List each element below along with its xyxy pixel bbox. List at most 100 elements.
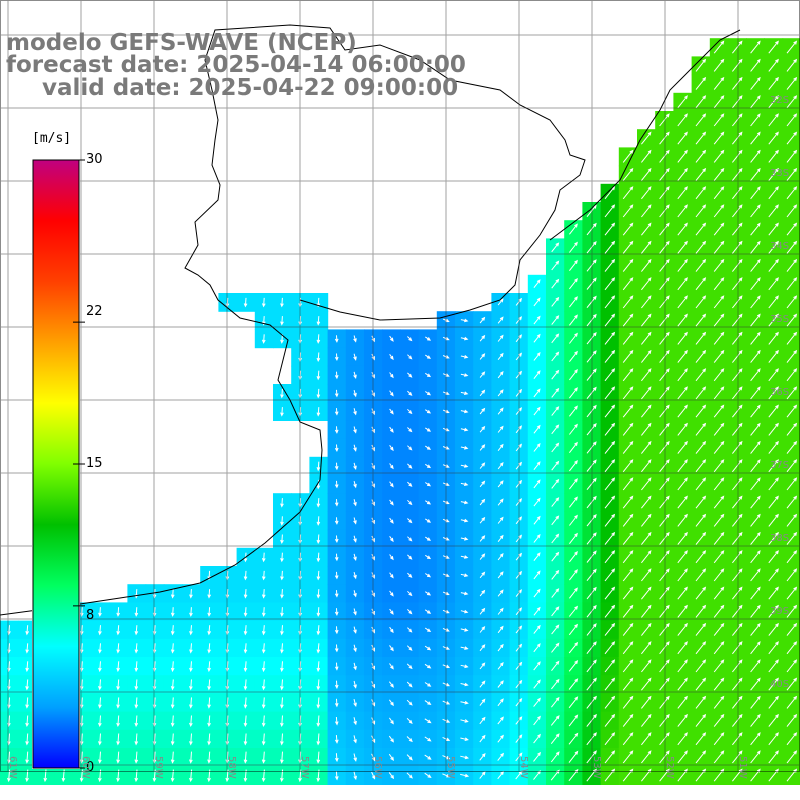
wind-arrow: [732, 604, 743, 618]
wind-arrow: [732, 586, 743, 600]
wind-arrow: [713, 349, 725, 363]
wind-arrow: [497, 425, 504, 433]
wind-arrow: [677, 186, 688, 200]
wind-arrow: [750, 641, 761, 655]
wind-arrow: [479, 753, 486, 761]
wind-arrow: [170, 607, 175, 617]
wind-arrow: [750, 131, 761, 145]
wind-arrow: [388, 772, 395, 780]
wind-arrow: [334, 590, 339, 598]
wind-arrow: [515, 697, 523, 707]
colorbar: [32, 159, 85, 769]
wind-arrow: [280, 552, 284, 563]
wind-arrow: [497, 661, 504, 670]
wind-arrow: [604, 459, 616, 473]
wind-arrow: [569, 550, 578, 563]
wind-arrow: [316, 370, 321, 381]
wind-arrow: [551, 387, 560, 398]
wind-arrow: [786, 240, 798, 254]
wind-arrow: [586, 623, 597, 636]
wind-arrow: [497, 752, 505, 761]
wind-arrow: [750, 586, 761, 600]
wind-arrow: [460, 555, 469, 559]
wind-arrow: [750, 386, 761, 400]
wind-arrow: [298, 589, 303, 599]
wind-arrow: [424, 718, 432, 724]
wind-arrow: [406, 699, 413, 706]
wind-arrow: [442, 373, 450, 377]
wind-arrow: [568, 678, 579, 690]
wind-arrow: [460, 355, 469, 359]
wind-arrow: [622, 277, 634, 291]
wind-arrow: [677, 513, 688, 527]
wind-arrow: [316, 733, 321, 746]
wind-arrow: [407, 390, 413, 396]
wind-arrow: [677, 368, 688, 382]
wind-arrow: [25, 697, 29, 709]
wind-arrow: [641, 604, 652, 618]
wind-arrow: [604, 277, 616, 291]
wind-arrow: [750, 732, 761, 746]
wind-arrow: [677, 531, 688, 545]
wind-arrow: [460, 773, 470, 778]
wind-arrow: [371, 462, 375, 470]
wind-arrow: [786, 495, 798, 509]
lon-label: 53W: [591, 756, 602, 779]
wind-arrow: [25, 679, 29, 691]
wind-arrow: [298, 370, 303, 381]
wind-arrow: [316, 461, 321, 472]
wind-arrow: [353, 371, 357, 380]
wind-arrow: [170, 679, 175, 691]
wind-arrow: [641, 768, 652, 782]
wind-arrow: [371, 699, 376, 707]
wind-arrow: [497, 334, 504, 342]
wind-arrow: [407, 445, 413, 451]
wind-arrow: [641, 331, 652, 345]
wind-arrow: [389, 663, 394, 670]
wind-arrow: [425, 591, 432, 596]
wind-arrow: [389, 426, 394, 433]
wind-arrow: [786, 40, 798, 54]
wind-arrow: [425, 336, 432, 341]
wind-arrow: [460, 609, 469, 614]
wind-arrow: [460, 537, 469, 541]
wind-arrow: [207, 643, 211, 654]
wind-arrow: [298, 715, 302, 728]
wind-arrow: [316, 625, 321, 636]
wind-arrow: [659, 531, 670, 545]
wind-arrow: [786, 58, 798, 72]
wind-arrow: [316, 643, 321, 654]
wind-arrow: [316, 570, 321, 581]
wind-arrow: [551, 442, 560, 453]
wind-arrow: [407, 554, 413, 560]
wind-arrow: [207, 625, 212, 636]
wind-arrow: [334, 517, 339, 525]
wind-arrow: [586, 586, 597, 600]
wind-arrow: [371, 771, 376, 780]
wind-arrow: [280, 769, 284, 783]
wind-arrow: [207, 607, 212, 617]
wind-arrow: [533, 570, 541, 580]
wind-arrow: [695, 459, 707, 473]
wind-arrow: [622, 459, 634, 473]
wind-arrow: [425, 536, 432, 541]
wind-arrow: [280, 316, 284, 326]
wind-arrow: [7, 715, 11, 728]
wind-arrow: [515, 370, 523, 379]
wind-arrow: [425, 463, 432, 469]
wind-arrow: [442, 646, 450, 650]
wind-arrow: [551, 696, 560, 708]
wind-arrow: [713, 568, 725, 582]
wind-arrow: [551, 260, 560, 271]
wind-arrow: [622, 240, 634, 254]
wind-arrow: [641, 368, 652, 382]
wind-arrow: [768, 222, 779, 236]
wind-arrow: [243, 570, 248, 581]
wind-arrow: [659, 368, 670, 382]
wind-arrow: [515, 752, 523, 762]
wind-arrow: [515, 388, 523, 397]
wind-arrow: [641, 659, 652, 673]
wind-arrow: [261, 643, 266, 654]
wind-arrow: [388, 753, 394, 761]
